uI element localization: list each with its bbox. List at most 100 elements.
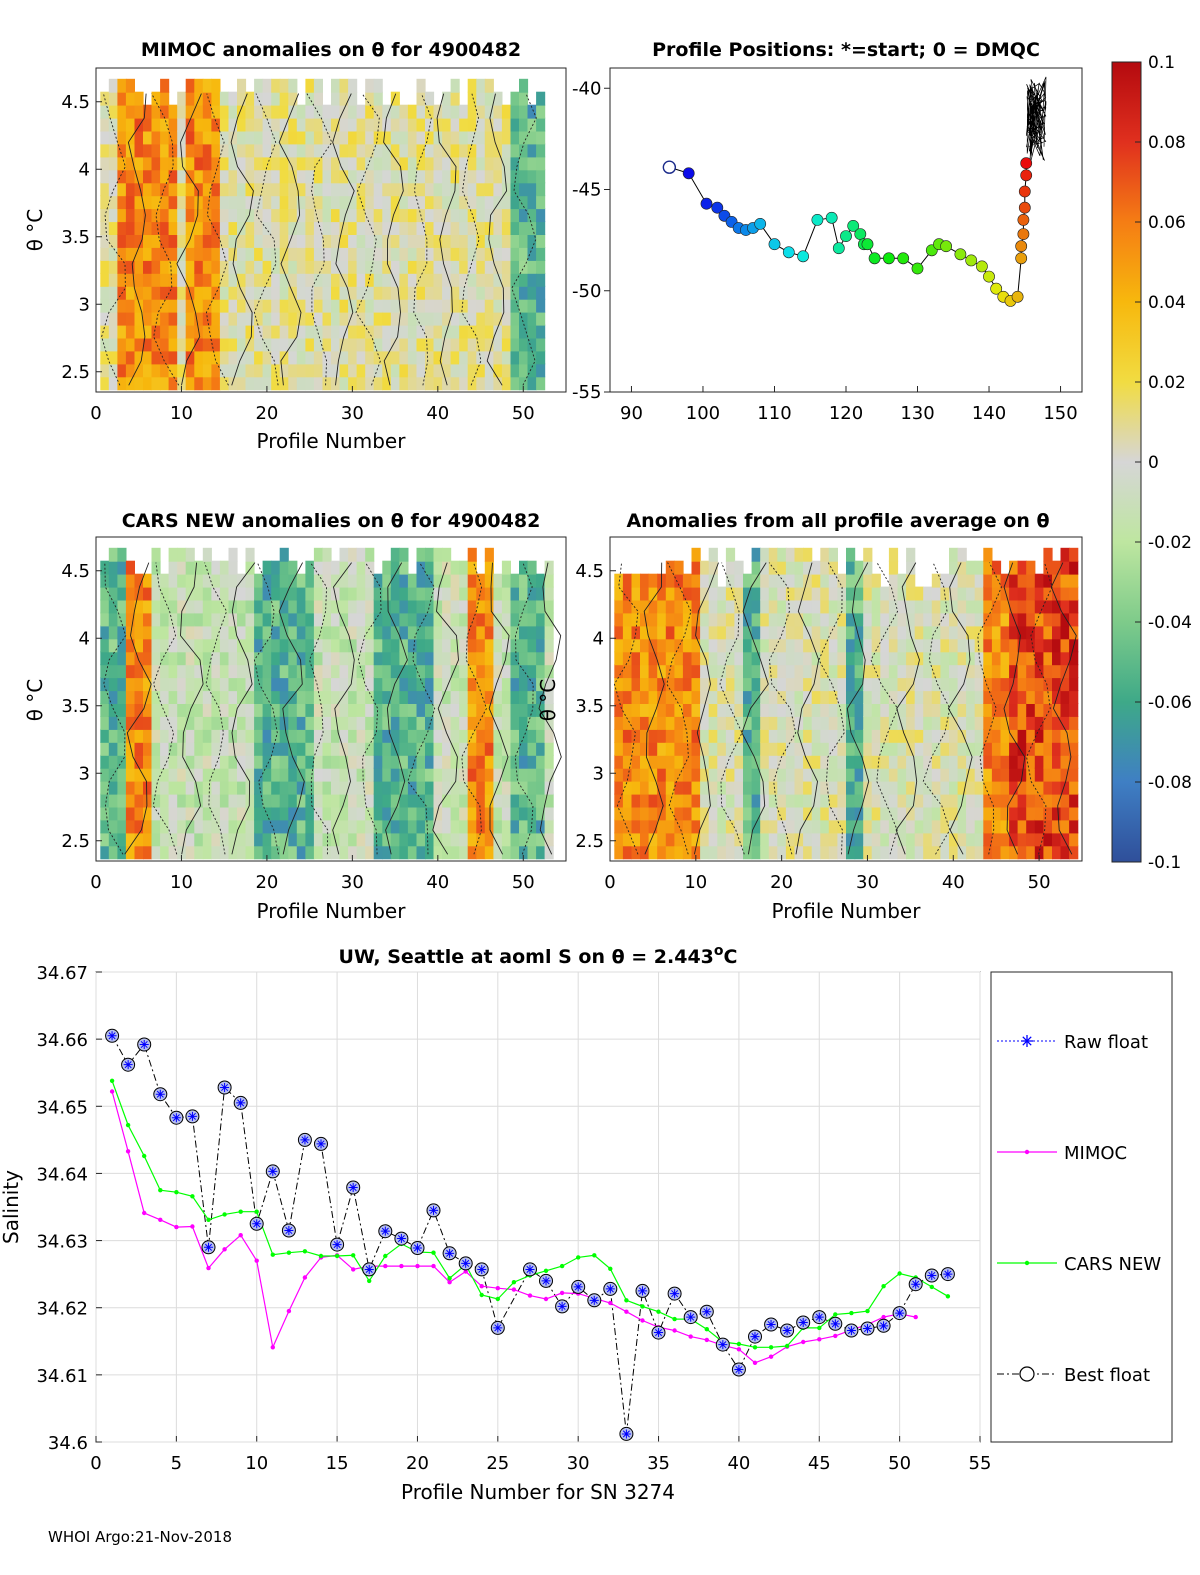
anomaly-cell [407,612,417,627]
anomaly-cell [991,806,1002,821]
anomaly-cell [493,728,503,743]
anomaly-cell [262,767,272,782]
anomaly-cell [648,599,658,614]
anomaly-cell [177,234,187,248]
legend-cars-new: CARS NEW [1064,1254,1161,1275]
anomaly-cell [442,690,452,704]
anomaly-cell [313,208,323,223]
anomaly-cell [168,741,178,756]
anomaly-cell [228,156,238,171]
anomaly-cell [331,638,341,653]
anomaly-cell [768,832,778,847]
profile-point [711,201,724,214]
anomaly-cell [117,350,127,365]
anomaly-cell [425,703,435,717]
anomaly-cell [527,311,537,326]
anomaly-cell [1026,741,1036,756]
anomaly-cell [717,793,727,808]
anomaly-cell [365,599,375,614]
anomaly-cell [467,560,477,575]
anomaly-cell [271,754,281,769]
anomaly-cell [108,819,118,834]
anomaly-cell [125,599,135,614]
anomaly-cell [828,586,838,601]
anomaly-cell [914,586,924,601]
anomaly-cell [459,156,469,171]
anomaly-cell [691,716,701,730]
anomaly-cell [425,586,435,601]
anomaly-cell [245,560,255,575]
anomaly-cell [211,806,221,821]
anomaly-cell [143,832,153,847]
anomaly-cell [691,651,701,666]
anomaly-cell [1043,845,1053,860]
anomaly-cell [648,638,658,653]
anomaly-cell [100,819,110,834]
anomaly-cell [313,78,323,93]
anomaly-cell [536,716,546,730]
anomaly-cell [614,625,624,640]
anomaly-cell [949,690,959,704]
anomaly-cell [820,806,830,821]
anomaly-cell [837,599,847,614]
anomaly-cell [348,806,358,821]
anomaly-cell [1069,664,1079,679]
anomaly-cell [313,560,323,575]
anomaly-cell [331,272,341,287]
anomaly-cell [1043,612,1053,627]
anomaly-cell [674,664,684,679]
anomaly-cell [734,638,744,653]
anomaly-cell [476,182,486,197]
colorbar-tick-label: -0.06 [1148,693,1192,713]
anomaly-cell [211,208,221,223]
anomaly-cell [527,677,537,692]
x-tick-label: 45 [808,1453,831,1474]
anomaly-cell [365,324,375,339]
anomaly-cell [527,143,537,158]
anomaly-cell [880,767,890,782]
anomaly-cell [134,324,144,339]
anomaly-cell [820,703,830,717]
anomaly-cell [356,156,366,171]
anomaly-cell [777,612,787,627]
anomaly-cell [760,638,770,653]
anomaly-cell [519,819,529,834]
anomaly-cell [219,612,229,627]
anomaly-cell [734,560,744,575]
anomaly-cell [262,625,272,640]
anomaly-cell [493,754,503,769]
anomaly-cell [760,586,770,601]
anomaly-cell [228,767,238,782]
anomaly-cell [674,832,684,847]
anomaly-cell [931,690,941,704]
mimoc-point [640,1318,645,1323]
mimoc-point [511,1287,517,1292]
anomaly-cell [974,573,984,588]
anomaly-cell [484,586,494,601]
anomaly-cell [407,625,417,640]
anomaly-cell [425,664,435,679]
anomaly-cell [536,285,546,300]
anomaly-cell [433,664,443,679]
anomaly-cell [837,586,847,601]
anomaly-cell [202,612,212,627]
anomaly-cell [828,703,838,717]
anomaly-cell [1017,754,1027,769]
anomaly-cell [682,767,693,782]
anomaly-cell [305,664,315,679]
anomaly-cell [237,845,247,860]
anomaly-cell [820,767,830,782]
anomaly-cell [228,586,238,601]
profile-point [825,211,838,224]
anomaly-cell [991,819,1002,834]
anomaly-cell [631,664,641,679]
anomaly-cell [254,767,264,782]
anomaly-cell [365,156,375,171]
anomaly-cell [1069,728,1079,743]
anomaly-cell [691,780,701,795]
anomaly-cell [974,780,984,795]
anomaly-cell [785,754,796,769]
cars-new-point [222,1212,227,1217]
cars-new-point [286,1250,292,1255]
anomaly-cell [433,259,443,274]
